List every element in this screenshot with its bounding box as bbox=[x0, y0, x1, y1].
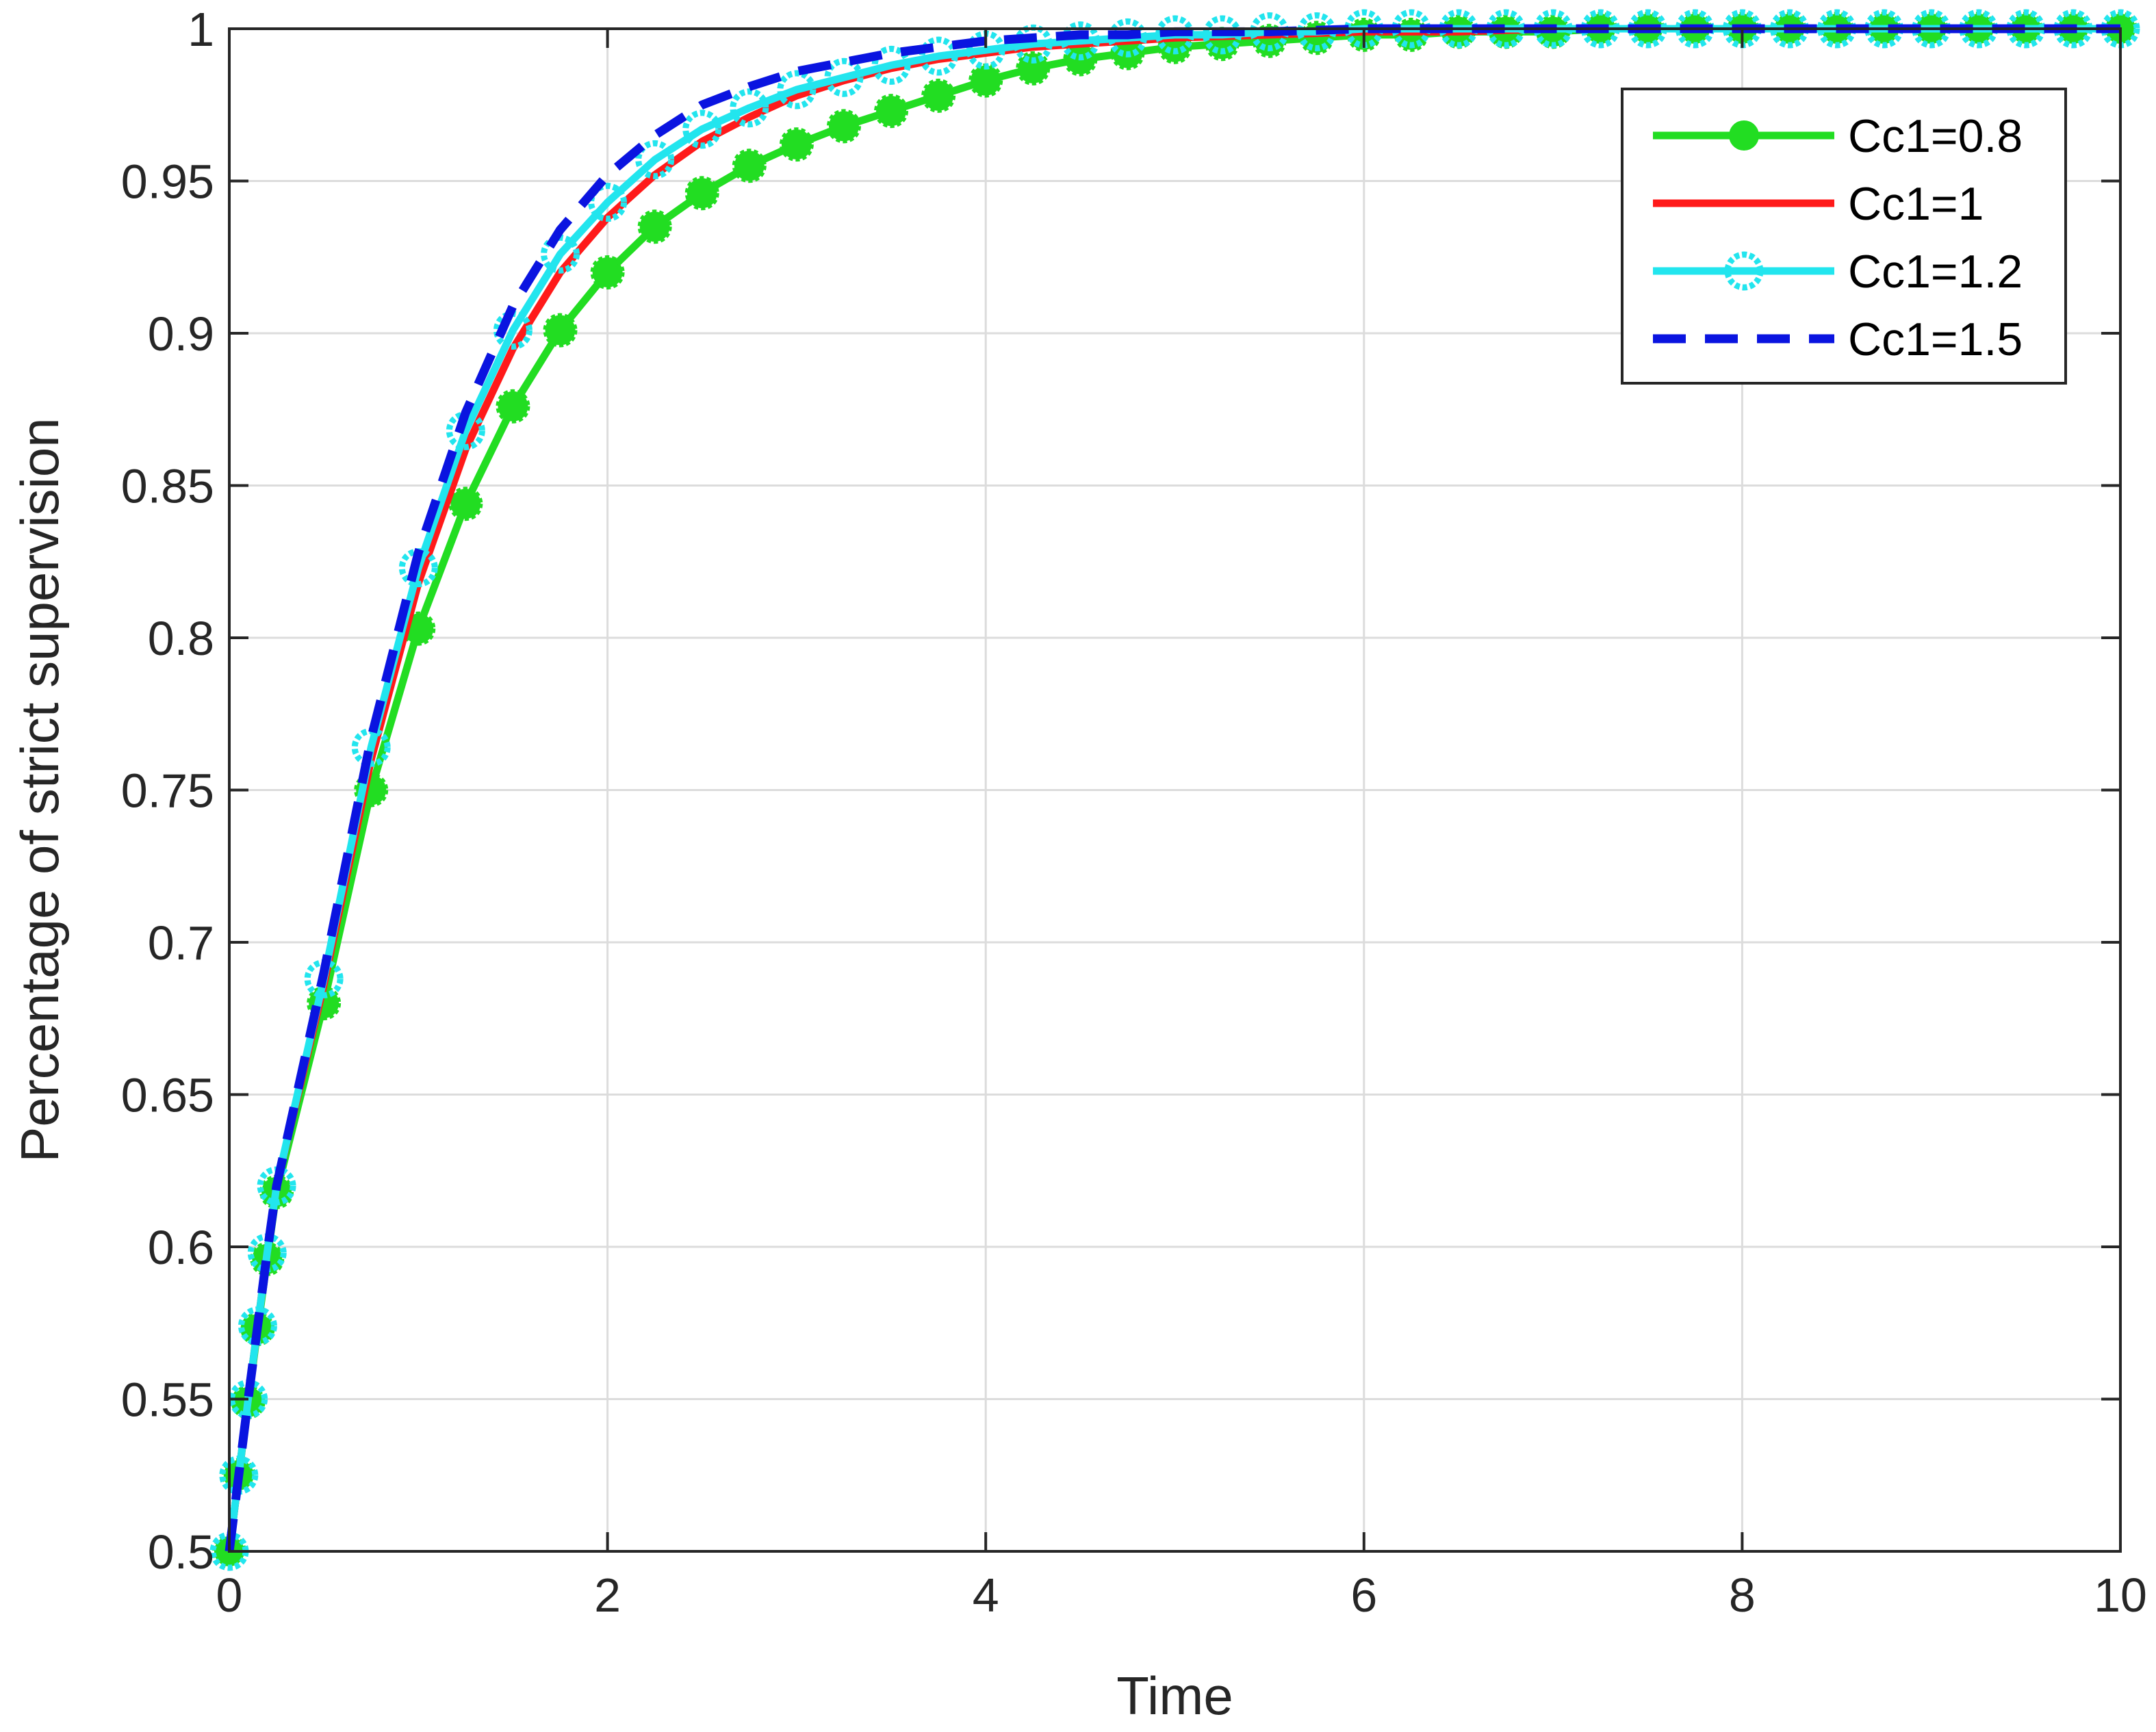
data-point bbox=[919, 36, 958, 76]
data-point bbox=[635, 140, 675, 179]
x-tick-label: 8 bbox=[1729, 1568, 1756, 1622]
data-point bbox=[871, 45, 911, 85]
y-tick-label: 0.95 bbox=[121, 155, 214, 209]
y-tick-label: 0.5 bbox=[148, 1525, 214, 1579]
data-point bbox=[732, 148, 767, 183]
data-point bbox=[684, 176, 719, 211]
y-tick-label: 0.8 bbox=[148, 612, 214, 665]
legend-marker bbox=[1729, 120, 1759, 151]
x-tick-label: 0 bbox=[216, 1568, 243, 1622]
y-tick-label: 0.55 bbox=[121, 1373, 214, 1427]
data-point bbox=[496, 389, 530, 424]
data-point bbox=[730, 88, 769, 128]
y-tick-label: 0.65 bbox=[121, 1069, 214, 1122]
y-tick-label: 0.7 bbox=[148, 916, 214, 970]
data-point bbox=[921, 78, 956, 113]
data-point bbox=[590, 255, 625, 289]
x-tick-label: 4 bbox=[973, 1568, 999, 1622]
legend-item: Cc1=1 bbox=[1653, 178, 1984, 230]
legend-item: Cc1=1.2 bbox=[1653, 246, 2023, 298]
legend-label: Cc1=1.2 bbox=[1848, 246, 2023, 298]
legend-marker bbox=[1724, 251, 1764, 291]
data-point bbox=[1107, 18, 1147, 57]
y-axis-title: Percentage of strict supervision bbox=[10, 417, 70, 1162]
y-tick-label: 1 bbox=[188, 3, 214, 56]
x-tick-label: 10 bbox=[2094, 1568, 2147, 1622]
legend-item: Cc1=1.5 bbox=[1653, 313, 2023, 365]
y-tick-label: 0.85 bbox=[121, 460, 214, 513]
x-tick-label: 2 bbox=[594, 1568, 621, 1622]
data-point bbox=[777, 70, 817, 109]
data-point bbox=[874, 94, 909, 129]
data-point bbox=[824, 57, 864, 97]
y-tick-label: 0.6 bbox=[148, 1221, 214, 1274]
data-point bbox=[682, 109, 722, 149]
y-tick-label: 0.9 bbox=[148, 307, 214, 361]
legend-label: Cc1=1.5 bbox=[1848, 313, 2023, 365]
x-tick-label: 6 bbox=[1350, 1568, 1377, 1622]
data-point bbox=[543, 313, 578, 348]
axes bbox=[228, 27, 2122, 1553]
axes-box bbox=[228, 27, 2122, 1553]
data-point bbox=[779, 127, 814, 162]
y-tick-label: 0.75 bbox=[121, 764, 214, 818]
data-point bbox=[637, 209, 672, 244]
tick-labels: 0 2 4 6 8 10 0.5 0.55 0.6 0.65 0.7 0.75 0.8 0.85 0.9 0.… bbox=[121, 3, 2147, 1622]
grid-lines bbox=[228, 27, 2122, 1553]
data-point bbox=[968, 63, 1003, 98]
legend-label: Cc1=0.8 bbox=[1848, 110, 2023, 162]
x-axis-title: Time bbox=[1116, 1666, 1233, 1726]
legend-label: Cc1=1 bbox=[1848, 178, 1984, 230]
legend: Cc1=0.8 Cc1=1 Cc1=1.2 Cc1=1.5 bbox=[1621, 88, 2067, 385]
legend-item: Cc1=0.8 bbox=[1653, 110, 2023, 162]
data-point bbox=[588, 183, 628, 222]
data-point bbox=[448, 487, 483, 521]
data-point bbox=[1060, 21, 1100, 61]
data-point bbox=[826, 109, 861, 144]
